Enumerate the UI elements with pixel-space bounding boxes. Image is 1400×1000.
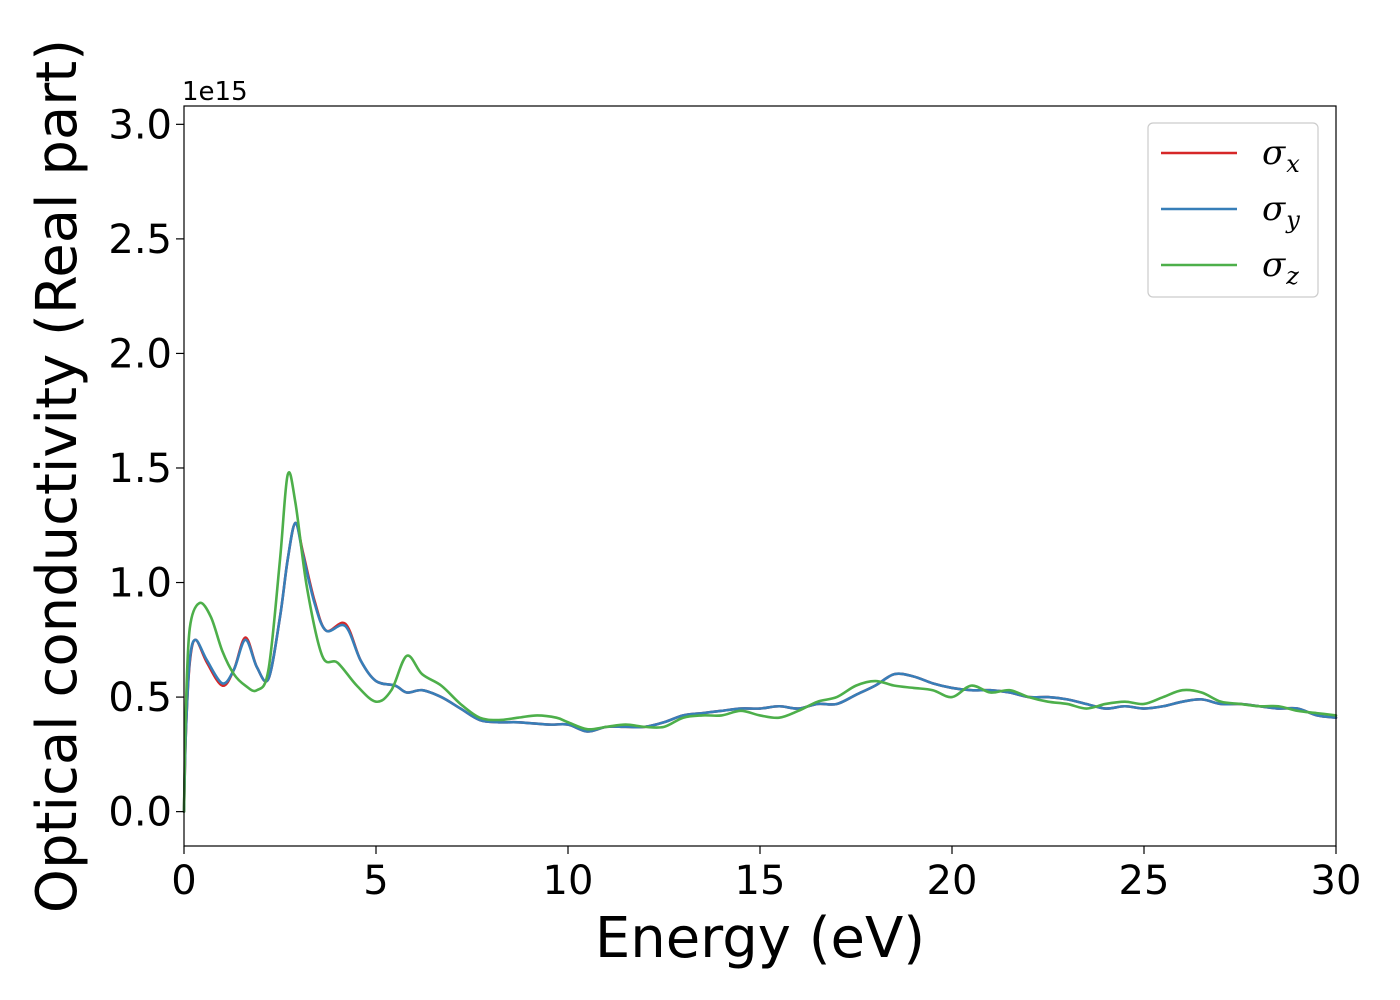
x-tick-label: 25 <box>1119 858 1170 904</box>
x-axis-label: Energy (eV) <box>595 906 925 971</box>
y-tick-label: 1.0 <box>108 561 172 607</box>
x-tick-label: 5 <box>363 858 388 904</box>
y-tick-label: 2.0 <box>108 331 172 377</box>
series-line-sigma-z <box>182 471 1338 813</box>
y-tick-label: 0.5 <box>108 675 172 721</box>
x-tick-label: 15 <box>735 858 786 904</box>
y-tick-label: 2.5 <box>108 217 172 263</box>
legend: σx σy σz <box>1147 122 1319 298</box>
y-offset-label: 1e15 <box>182 77 248 107</box>
y-axis: 0.0 0.5 1.0 1.5 2.0 2.5 3.0 <box>108 102 184 836</box>
x-tick-label: 10 <box>543 858 594 904</box>
legend-label-sigma-z: σz <box>1262 245 1299 290</box>
series-line-sigma-y <box>182 521 1338 813</box>
x-tick-label: 20 <box>927 858 978 904</box>
x-axis: 0 5 10 15 20 25 30 <box>171 846 1361 904</box>
x-tick-label: 0 <box>171 858 196 904</box>
legend-label-sigma-y: σy <box>1262 189 1300 234</box>
y-axis-label: Optical conductivity (Real part) <box>25 39 90 913</box>
y-tick-label: 3.0 <box>108 102 172 148</box>
y-tick-label: 0.0 <box>108 790 172 836</box>
y-tick-label: 1.5 <box>108 446 172 492</box>
series-layer <box>182 471 1338 813</box>
legend-label-sigma-x: σx <box>1262 133 1300 178</box>
x-tick-label: 30 <box>1311 858 1362 904</box>
